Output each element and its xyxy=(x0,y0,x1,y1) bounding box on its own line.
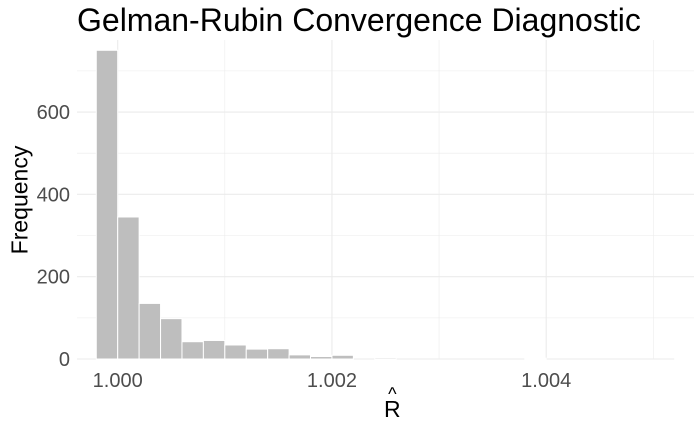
y-axis-label: Frequency xyxy=(6,145,33,255)
x-axis-label: ^ R xyxy=(384,384,401,423)
histogram-bar xyxy=(245,348,269,360)
histogram-bar xyxy=(224,344,247,360)
histogram-bar xyxy=(524,357,547,360)
histogram-bar xyxy=(138,302,162,360)
histogram-bar xyxy=(267,348,290,360)
histogram-bar xyxy=(95,49,119,360)
histogram-bars xyxy=(95,49,697,360)
x-tick-label: 1.002 xyxy=(307,370,357,392)
y-tick-label: 200 xyxy=(37,267,70,289)
histogram-bar xyxy=(181,341,204,360)
y-axis-tick-labels: 0 200 400 600 xyxy=(37,102,70,371)
histogram-bar xyxy=(288,354,312,360)
x-tick-label: 1.000 xyxy=(93,370,143,392)
chart-title: Gelman-Rubin Convergence Diagnostic xyxy=(77,2,641,38)
histogram-bar xyxy=(310,356,333,360)
x-tick-label: 1.004 xyxy=(521,370,571,392)
y-tick-label: 600 xyxy=(37,102,70,124)
histogram-bar xyxy=(117,216,140,360)
y-tick-label: 0 xyxy=(59,349,70,371)
x-axis-label-accent: ^ xyxy=(388,384,397,404)
histogram-bar xyxy=(331,354,354,360)
minor-gridlines xyxy=(77,40,694,359)
x-axis-tick-labels: 1.000 1.002 1.004 xyxy=(93,370,572,392)
y-tick-label: 400 xyxy=(37,184,70,206)
major-gridlines xyxy=(77,40,694,360)
histogram-bar xyxy=(202,339,226,360)
histogram-bar xyxy=(160,318,183,360)
histogram-bar xyxy=(374,357,397,360)
x-axis-label-text: R xyxy=(384,396,401,422)
